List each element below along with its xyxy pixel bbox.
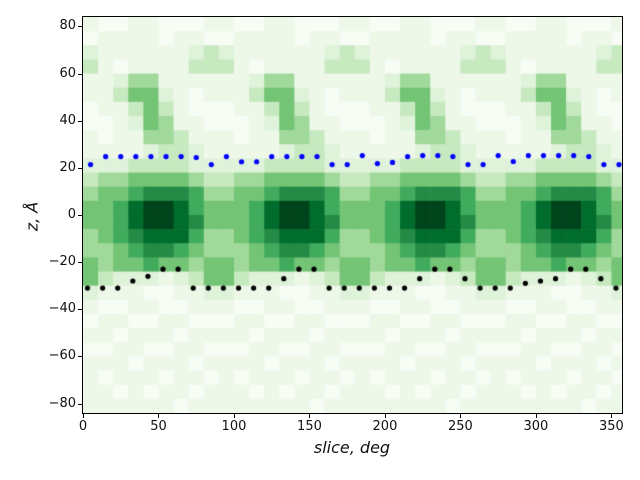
y-tick-label: 0 [67,207,76,222]
x-tick-label: 300 [523,419,549,434]
y-tick-mark [78,167,82,169]
y-tick-label: 20 [59,159,76,175]
x-tick-mark [233,414,235,418]
y-tick-mark [78,356,82,358]
y-tick-mark [78,26,82,28]
x-tick-mark [535,414,537,418]
x-tick-mark [611,414,613,418]
x-tick-label: 250 [448,419,473,434]
y-tick-mark [78,309,82,311]
y-tick-mark [78,403,82,405]
x-tick-mark [83,414,84,418]
y-tick-mark [78,73,82,75]
x-tick-label: 100 [221,419,247,434]
x-tick-label: 350 [599,419,624,434]
y-tick-mark [78,120,82,122]
x-tick-label: 0 [78,419,88,434]
x-axis-label: slice, deg [313,438,391,457]
y-tick-mark [78,215,82,216]
y-tick-label: −80 [48,395,76,411]
y-axis-label: z, Å [22,201,42,232]
y-tick-label: 80 [59,18,76,34]
y-tick-label: −20 [48,254,76,270]
y-tick-label: −40 [48,301,76,317]
x-tick-label: 200 [372,419,398,434]
x-tick-mark [158,414,160,418]
x-tick-mark [460,414,462,418]
x-tick-label: 50 [150,419,167,434]
x-tick-mark [309,414,311,418]
y-tick-mark [78,262,82,264]
y-tick-label: 60 [59,65,76,81]
heatmap-canvas [83,17,622,413]
y-tick-label: −60 [48,348,76,364]
y-tick-label: 40 [59,112,76,128]
x-tick-label: 150 [297,419,322,434]
x-tick-mark [384,414,386,418]
